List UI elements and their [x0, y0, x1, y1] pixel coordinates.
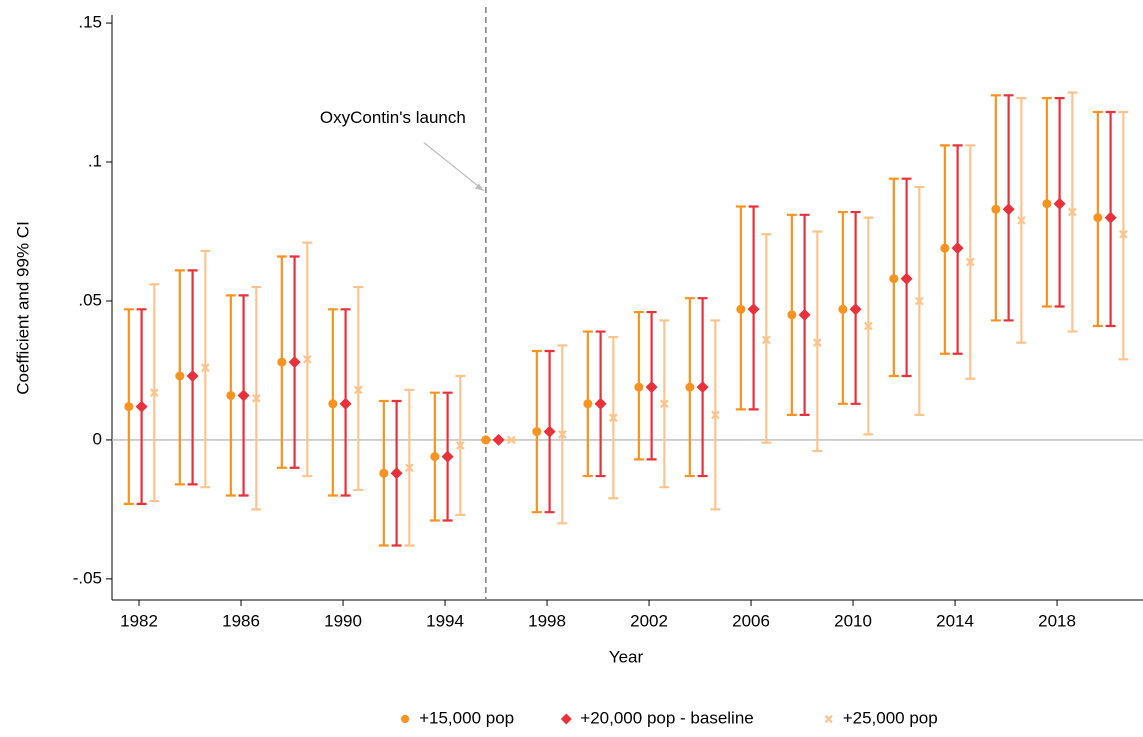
x-tick-label: 1990: [324, 611, 362, 630]
point: [288, 356, 301, 369]
point: [1053, 197, 1066, 210]
point: [175, 371, 185, 381]
point: [889, 274, 899, 284]
point: [965, 257, 975, 267]
x-tick-label: 2010: [834, 611, 872, 630]
legend-marker: [824, 714, 833, 724]
point: [696, 381, 709, 394]
point: [251, 393, 261, 403]
point: [481, 435, 491, 445]
point: [302, 354, 312, 364]
point: [149, 388, 159, 398]
point: [441, 450, 454, 463]
point: [736, 304, 746, 314]
point: [390, 467, 403, 480]
point: [379, 468, 389, 478]
point: [1042, 199, 1052, 209]
legend-label: +15,000 pop: [419, 708, 514, 727]
point: [583, 399, 593, 409]
annotation-arrow: [423, 142, 485, 192]
point: [124, 402, 134, 412]
point: [798, 308, 811, 321]
point: [353, 385, 363, 395]
point: [900, 272, 913, 285]
y-tick-label: .05: [78, 290, 102, 309]
x-tick-label: 1982: [120, 611, 158, 630]
point: [200, 363, 210, 373]
point: [328, 399, 338, 409]
point: [940, 243, 950, 253]
x-tick-label: 1986: [222, 611, 260, 630]
point: [991, 204, 1001, 214]
point: [186, 370, 199, 383]
point: [135, 400, 148, 413]
point: [914, 296, 924, 306]
x-tick-label: 2018: [1038, 611, 1076, 630]
point: [532, 427, 542, 437]
point: [634, 382, 644, 392]
point: [1093, 213, 1103, 223]
point: [506, 435, 516, 445]
point: [685, 382, 695, 392]
point: [1104, 211, 1117, 224]
point: [226, 390, 236, 400]
legend-marker: [400, 714, 410, 724]
y-axis-label: Coefficient and 99% CI: [13, 221, 32, 395]
point: [1118, 229, 1128, 239]
point: [863, 321, 873, 331]
legend-marker: [560, 713, 572, 725]
point: [237, 389, 250, 402]
annotation-text: OxyContin's launch: [320, 108, 466, 127]
point: [1067, 207, 1077, 217]
point: [710, 410, 720, 420]
x-tick-label: 1998: [528, 611, 566, 630]
point: [277, 357, 287, 367]
y-tick-label: .1: [88, 151, 102, 170]
point: [492, 433, 505, 446]
point: [812, 338, 822, 348]
x-tick-label: 2002: [630, 611, 668, 630]
point: [787, 310, 797, 320]
x-tick-label: 2014: [936, 611, 974, 630]
point: [430, 452, 440, 462]
point: [761, 335, 771, 345]
point: [659, 399, 669, 409]
legend-label: +25,000 pop: [843, 708, 938, 727]
point: [557, 429, 567, 439]
point: [747, 303, 760, 316]
point: [608, 413, 618, 423]
point: [1016, 215, 1026, 225]
point: [404, 463, 414, 473]
point: [1002, 203, 1015, 216]
annotation-arrowhead: [474, 183, 484, 191]
point: [339, 397, 352, 410]
x-axis-label: Year: [609, 647, 644, 666]
point: [951, 242, 964, 255]
y-tick-label: .15: [78, 13, 102, 32]
point: [594, 397, 607, 410]
y-tick-label: -.05: [73, 568, 102, 587]
point: [455, 441, 465, 450]
point: [645, 381, 658, 394]
point: [838, 304, 848, 314]
y-tick-label: 0: [93, 429, 102, 448]
x-tick-label: 2006: [732, 611, 770, 630]
x-tick-label: 1994: [426, 611, 464, 630]
point: [543, 425, 556, 438]
point: [849, 303, 862, 316]
legend-label: +20,000 pop - baseline: [580, 708, 753, 727]
